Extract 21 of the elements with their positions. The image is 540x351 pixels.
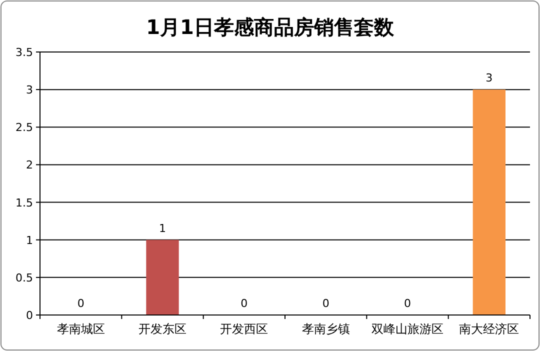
y-tick-label: 2 (26, 158, 33, 172)
y-tick-label: 3 (26, 84, 33, 97)
x-tick-label: 开发东区 (138, 322, 186, 336)
data-label: 0 (322, 297, 330, 310)
y-tick-label: 3.5 (16, 46, 33, 59)
x-tick-label: 开发西区 (220, 322, 268, 336)
x-tick-label: 南大经济区 (459, 322, 520, 336)
y-tick-label: 2.5 (16, 121, 33, 134)
x-tick-label: 孝南乡镇 (302, 322, 350, 336)
x-tick-label: 孝南城区 (56, 322, 105, 336)
y-tick-label: 0.5 (16, 271, 33, 284)
data-label: 1 (159, 222, 166, 235)
data-label: 3 (486, 72, 493, 85)
y-tick-label: 0 (26, 309, 33, 322)
data-label: 0 (77, 297, 84, 310)
x-tick-label: 双峰山旅游区 (372, 322, 444, 336)
y-tick-label: 1 (26, 234, 33, 247)
chart-title: 1月1日孝感商品房销售套数 (146, 15, 395, 39)
data-label: 0 (240, 297, 248, 310)
data-label: 0 (404, 297, 411, 310)
y-tick-label: 1.5 (16, 196, 33, 210)
